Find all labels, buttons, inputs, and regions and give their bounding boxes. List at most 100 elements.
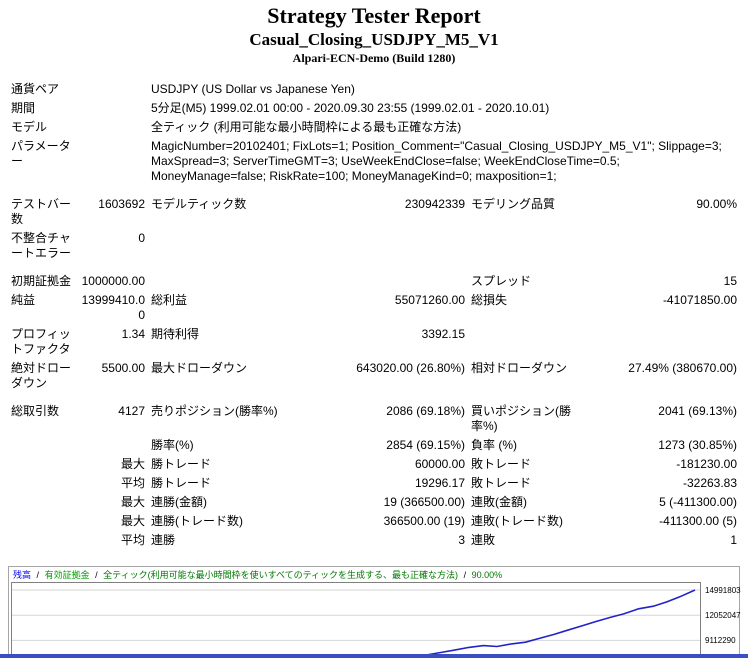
spacer-row — [8, 393, 740, 402]
stat-value: 15 — [723, 274, 738, 289]
stat-value: 最大 — [120, 514, 145, 529]
expert-name: Casual_Closing_USDJPY_M5_V1 — [249, 30, 499, 50]
plot-area: 2930203232777617253491122901205204714991… — [11, 582, 741, 658]
legend-model-note: 全ティック(利用可能な最小時間枠を使いすべてのティックを生成する、最も正確な方法… — [103, 570, 459, 581]
server-info: Alpari-ECN-Demo (Build 1280) — [292, 51, 456, 66]
y-tick-label: 9112290 — [705, 636, 736, 646]
stat-value: 4127 — [118, 404, 145, 419]
info-value: 全ティック (利用可能な最小時間枠による最も正確な方法) — [151, 120, 462, 135]
legend-separator: / — [36, 570, 40, 581]
report-title: Strategy Tester Report — [267, 3, 481, 28]
stat-label: 連敗(トレード数) — [471, 514, 563, 529]
balance-curve-plot — [11, 582, 701, 658]
stat-value: -181230.00 — [676, 457, 738, 472]
y-axis-labels: 2930203232777617253491122901205204714991… — [705, 582, 741, 658]
stat-value: 平均 — [120, 476, 145, 491]
stat-label: 純益 — [11, 293, 36, 308]
stat-value: 19296.17 — [414, 476, 465, 491]
stat-value: 最大 — [120, 457, 145, 472]
stat-label — [8, 436, 78, 455]
y-tick-label: 14991803 — [705, 586, 741, 596]
legend-separator: / — [95, 570, 98, 581]
stat-label: モデルティック数 — [151, 197, 247, 212]
info-value: USDJPY (US Dollar vs Japanese Yen) — [151, 82, 355, 97]
stat-label: 売りポジション(勝率%) — [151, 404, 278, 419]
stat-label: 勝率(%) — [151, 438, 194, 453]
y-tick-label: 12052047 — [705, 611, 741, 621]
stat-value: 60000.00 — [414, 457, 465, 472]
stat-value: 90.00% — [696, 197, 738, 212]
stat-value: 3 — [458, 533, 465, 548]
spacer-row — [8, 186, 740, 195]
stat-value: 5 (-411300.00) — [659, 495, 738, 510]
info-value: 5分足(M5) 1999.02.01 00:00 - 2020.09.30 23… — [151, 101, 550, 116]
stat-label: 連敗(金額) — [471, 495, 527, 510]
stat-label: 負率 (%) — [471, 438, 517, 453]
legend-balance-label: 残高 — [13, 570, 32, 581]
stat-value: 366500.00 (19) — [383, 514, 465, 529]
stat-label: 連勝(トレード数) — [151, 514, 243, 529]
stat-label: 総利益 — [151, 293, 188, 308]
stat-label: 期待利得 — [151, 327, 200, 342]
balance-chart: 残高 / 有効証拠金 / 全ティック(利用可能な最小時間枠を使いすべてのティック… — [8, 566, 741, 658]
stat-label: 敗トレード — [471, 457, 532, 472]
bottom-edge-bar — [0, 654, 748, 658]
stat-label: モデリング品質 — [471, 197, 556, 212]
report-header: Strategy Tester Report Casual_Closing_US… — [0, 0, 748, 66]
stat-label — [8, 531, 78, 550]
balance-line — [412, 589, 696, 658]
stat-value — [316, 272, 468, 291]
stat-label: 勝トレード — [151, 476, 212, 491]
stat-label: 最大ドローダウン — [151, 361, 248, 376]
info-label: パラメーター — [11, 139, 71, 169]
stat-value: 230942339 — [404, 197, 465, 212]
stat-label: テストバー数 — [11, 197, 72, 227]
stat-value: 13999410.00 — [81, 293, 145, 323]
stat-value: 55071260.00 — [394, 293, 465, 308]
stat-label: プロフィットファクタ — [11, 327, 71, 357]
stat-value: -411300.00 (5) — [659, 514, 738, 529]
stat-label: 絶対ドローダウン — [11, 361, 72, 391]
legend-quality: 90.00% — [471, 570, 503, 581]
stat-value: 平均 — [120, 533, 145, 548]
info-label: 通貨ペア — [11, 82, 60, 97]
stat-value: 643020.00 (26.80%) — [356, 361, 465, 376]
stat-value: -41071850.00 — [662, 293, 738, 308]
stat-label: 勝トレード — [151, 457, 212, 472]
stat-label: 相対ドローダウン — [471, 361, 568, 376]
stat-label: 連敗 — [471, 533, 496, 548]
stat-value: 2041 (69.13%) — [658, 404, 738, 419]
stat-value: 19 (366500.00) — [383, 495, 465, 510]
stat-value: 1273 (30.85%) — [658, 438, 738, 453]
stat-label — [468, 325, 600, 359]
stat-value: 27.49% (380670.00) — [628, 361, 738, 376]
stat-value — [600, 229, 740, 263]
chart-legend: 残高 / 有効証拠金 / 全ティック(利用可能な最小時間枠を使いすべてのティック… — [11, 569, 737, 582]
plot-border — [11, 582, 701, 658]
info-label: モデル — [11, 120, 48, 135]
stat-value: 0 — [138, 231, 145, 246]
stat-value: -32263.83 — [682, 476, 738, 491]
stat-label — [8, 493, 78, 512]
stat-value: 3392.15 — [421, 327, 465, 342]
stat-label — [8, 455, 78, 474]
stat-label: 敗トレード — [471, 476, 532, 491]
stat-label — [148, 229, 316, 263]
stat-value: 2854 (69.15%) — [386, 438, 465, 453]
stat-value — [600, 325, 740, 359]
stat-value: 1000000.00 — [81, 274, 145, 289]
stat-label — [148, 272, 316, 291]
info-value: MagicNumber=20102401; FixLots=1; Positio… — [151, 139, 722, 184]
stat-label — [8, 512, 78, 531]
stat-label: 総損失 — [471, 293, 508, 308]
stat-value: 1 — [730, 533, 738, 548]
info-label: 期間 — [11, 101, 36, 116]
stat-label: 不整合チャートエラー — [11, 231, 72, 261]
stat-label: 総取引数 — [11, 404, 60, 419]
spacer-row — [8, 263, 740, 272]
stat-value — [316, 229, 468, 263]
stat-label: 初期証拠金 — [11, 274, 72, 289]
stat-label — [468, 229, 600, 263]
stat-value: 5500.00 — [101, 361, 145, 376]
